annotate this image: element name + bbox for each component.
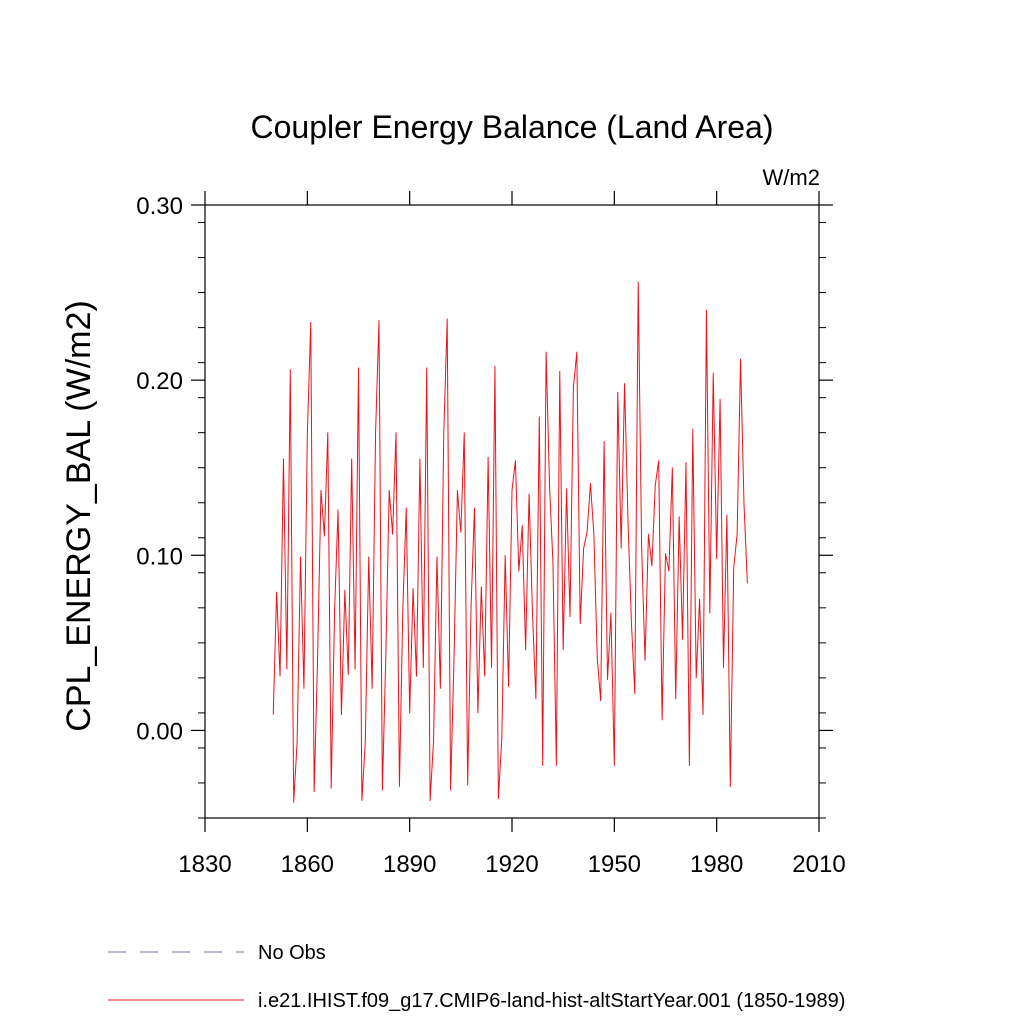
legend: No Obs i.e21.IHIST.f09_g17.CMIP6-land-his… <box>108 942 845 1012</box>
x-tick-label: 2010 <box>792 851 845 878</box>
y-tick-label: 0.00 <box>136 718 183 745</box>
axis-tick-labels: 1830 1860 1890 1920 1950 1980 2010 0.00 0.10 0.20… <box>136 193 845 878</box>
x-tick-label: 1950 <box>588 851 641 878</box>
x-tick-label: 1860 <box>281 851 334 878</box>
y-tick-label: 0.20 <box>136 368 183 395</box>
legend-label-1: i.e21.IHIST.f09_g17.CMIP6-land-hist-altS… <box>258 990 845 1012</box>
x-tick-label: 1980 <box>690 851 743 878</box>
axis-ticks <box>191 191 833 832</box>
x-tick-label: 1890 <box>383 851 436 878</box>
series-layer <box>272 281 748 803</box>
chart-title: Coupler Energy Balance (Land Area) <box>251 109 774 145</box>
x-tick-label: 1920 <box>485 851 538 878</box>
series-line-1 <box>272 281 748 803</box>
x-tick-label: 1830 <box>178 851 231 878</box>
legend-label-0: No Obs <box>258 942 326 964</box>
y-axis-label: CPL_ENERGY_BAL (W/m2) <box>60 300 98 731</box>
y-tick-label: 0.10 <box>136 543 183 570</box>
y-tick-label: 0.30 <box>136 193 183 220</box>
units-label: W/m2 <box>763 165 820 190</box>
